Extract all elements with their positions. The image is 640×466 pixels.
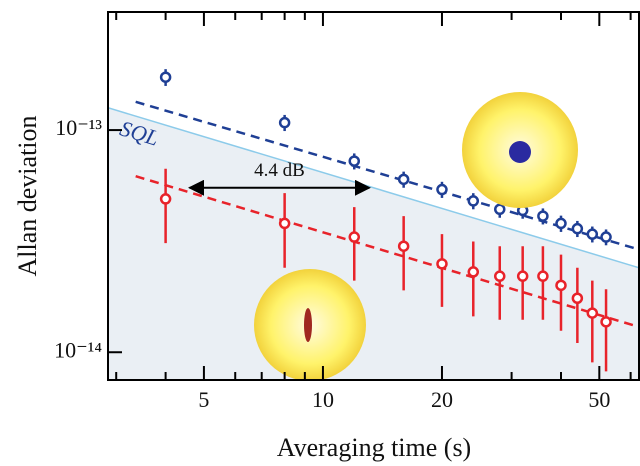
annotation-text: 4.4 dB <box>254 160 305 181</box>
y-tick-label: 10⁻¹⁴ <box>54 337 102 362</box>
data-point <box>586 307 599 319</box>
plot-marks <box>108 69 639 372</box>
reference-line <box>108 107 639 269</box>
data-point <box>537 270 549 282</box>
data-point <box>571 292 584 304</box>
x-tick-label: 5 <box>198 387 209 412</box>
data-point <box>494 270 506 282</box>
data-point <box>278 217 291 230</box>
data-point <box>516 270 529 282</box>
data-point <box>436 183 448 196</box>
data-point <box>159 71 172 83</box>
x-tick-label: 10 <box>312 387 334 412</box>
data-point <box>467 266 480 278</box>
axes: 5 10 20 50 10⁻¹³ 10⁻¹⁴ <box>54 12 632 412</box>
fit-line <box>135 100 639 251</box>
data-point <box>467 195 480 207</box>
data-point <box>586 228 599 240</box>
squeezed-state <box>304 308 312 342</box>
data-point <box>348 155 361 167</box>
data-point <box>278 116 291 129</box>
plot-area <box>108 107 639 380</box>
data-point <box>555 279 567 292</box>
data-point <box>348 231 361 243</box>
data-point <box>600 316 612 328</box>
data-point <box>555 217 567 230</box>
data-point <box>537 210 549 222</box>
x-tick-label: 20 <box>431 387 453 412</box>
data-point <box>571 222 584 235</box>
x-axis-label: Averaging time (s) <box>277 433 471 462</box>
data-point <box>436 258 448 270</box>
y-tick-label: 10⁻¹³ <box>55 115 102 140</box>
data-point <box>494 203 506 216</box>
data-point <box>159 193 172 205</box>
atom-state <box>509 141 531 163</box>
fit-line <box>135 175 639 329</box>
sql-region <box>108 107 639 380</box>
x-tick-label: 50 <box>588 387 610 412</box>
data-point <box>600 231 612 243</box>
y-axis-label: Allan deviation <box>13 115 42 276</box>
plot-frame <box>107 11 640 381</box>
data-point <box>397 173 410 186</box>
data-point <box>397 240 410 252</box>
